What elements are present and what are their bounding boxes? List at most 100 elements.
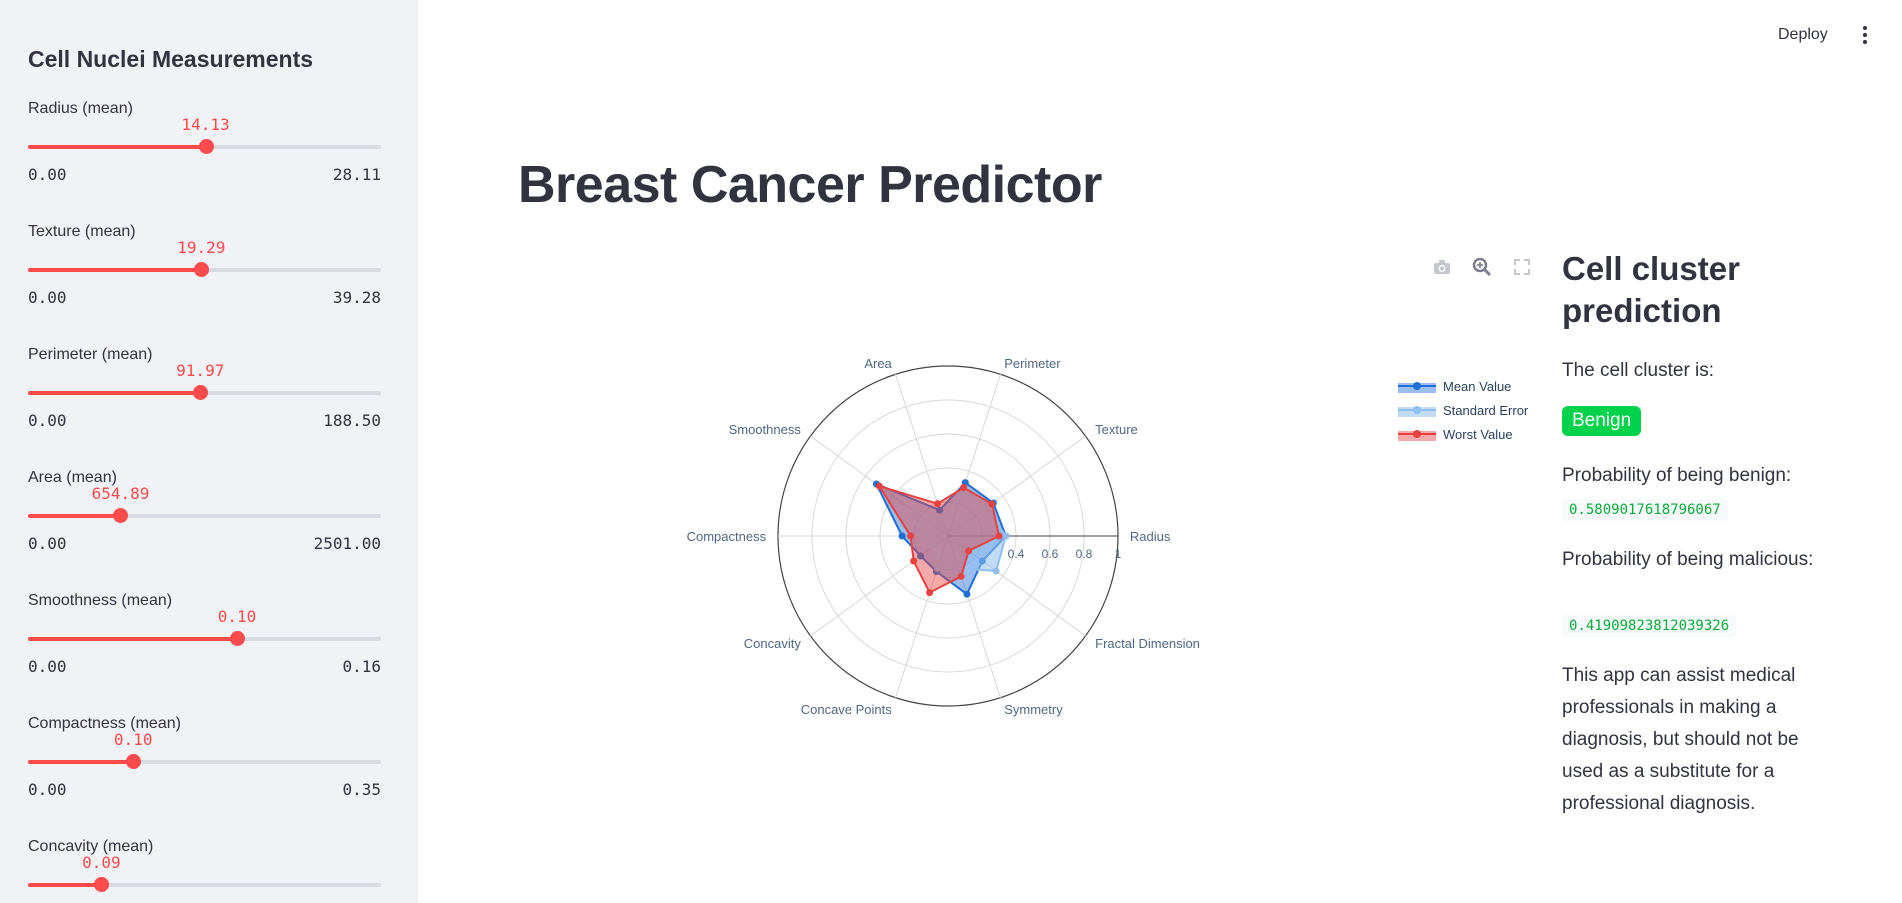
slider-perimeter-mean[interactable]: Perimeter (mean) 91.97 0.00 188.50 (28, 346, 381, 456)
radar-tick-label: 0.6 (1042, 547, 1059, 561)
radar-category-label: Perimeter (1004, 356, 1061, 371)
radar-point (898, 532, 906, 540)
slider-label: Area (mean) (28, 469, 117, 486)
radar-category-label: Compactness (687, 529, 767, 544)
radar-chart: 0.4 0.6 0.8 1 Radius Texture Perimeter Area Smoo… (650, 240, 1550, 760)
radar-point (933, 564, 941, 572)
radar-category-label: Concave Points (801, 702, 893, 717)
radar-point (926, 589, 934, 597)
slider-thumb[interactable] (194, 262, 210, 277)
slider-min: 0.00 (28, 165, 67, 184)
slider-thumb[interactable] (94, 877, 110, 892)
radar-category-label: Texture (1095, 422, 1138, 437)
slider-area-mean[interactable]: Area (mean) 654.89 0.00 2501.00 (28, 469, 381, 579)
radar-point (910, 507, 918, 515)
camera-icon[interactable] (1432, 257, 1452, 277)
slider-min: 0.00 (28, 657, 67, 676)
slider-radius-mean[interactable]: Radius (mean) 14.13 0.00 28.11 (28, 100, 381, 210)
slider-track[interactable] (28, 883, 381, 887)
legend-marker (1413, 382, 1421, 390)
malicious-probability-label: Probability of being malicious: (1562, 549, 1814, 570)
slider-fill (28, 391, 201, 395)
slider-current-value: 0.09 (82, 853, 121, 872)
slider-label: Concavity (mean) (28, 838, 154, 855)
slider-track[interactable] (28, 637, 381, 641)
radar-point (983, 504, 991, 512)
legend-marker (1413, 406, 1421, 414)
malicious-probability-value: 0.41909823812039326 (1562, 615, 1737, 637)
legend-marker (1413, 430, 1421, 438)
radar-category-label: Concavity (744, 636, 802, 651)
slider-min: 0.00 (28, 780, 67, 799)
deploy-button[interactable]: Deploy (1778, 26, 1828, 43)
slider-thumb[interactable] (113, 508, 129, 523)
slider-max: 2501.00 (313, 534, 381, 553)
radar-point (930, 542, 938, 550)
slider-compactness-mean[interactable]: Compactness (mean) 0.10 0.00 0.35 (28, 715, 381, 825)
slider-min: 0.00 (28, 411, 67, 430)
slider-fill (28, 760, 134, 764)
radar-point (955, 564, 963, 572)
radar-category-label: Radius (1130, 529, 1171, 544)
radar-point (933, 500, 941, 508)
slider-min: 0.00 (28, 288, 67, 307)
slider-fill (28, 883, 102, 887)
radar-point (988, 500, 996, 508)
benign-probability-value: 0.5809017618796067 (1562, 499, 1728, 521)
slider-max: 39.28 (332, 288, 381, 307)
prediction-title: Cell cluster prediction (1562, 250, 1740, 329)
radar-point (915, 532, 923, 540)
slider-label: Perimeter (mean) (28, 346, 153, 363)
slider-min: 0.00 (28, 534, 67, 553)
radar-tick-label: 1 (1115, 547, 1122, 561)
slider-label: Radius (mean) (28, 100, 133, 117)
slider-concavity-mean[interactable]: Concavity (mean) 0.09 (28, 838, 381, 903)
radar-tick-label: 0.8 (1076, 547, 1093, 561)
radar-point (910, 557, 918, 565)
slider-fill (28, 637, 237, 641)
slider-max: 0.16 (342, 657, 381, 676)
prediction-subtitle: The cell cluster is: (1562, 360, 1715, 381)
slider-current-value: 19.29 (177, 238, 226, 257)
radar-point (965, 547, 973, 555)
legend-label: Standard Error (1443, 403, 1529, 418)
radar-point (875, 482, 883, 490)
slider-max: 28.11 (332, 165, 381, 184)
slider-max: 0.35 (342, 780, 381, 799)
slider-max: 188.50 (323, 411, 381, 430)
legend-label: Mean Value (1443, 379, 1511, 394)
slider-label: Smoothness (mean) (28, 592, 173, 609)
radar-point (992, 567, 1000, 575)
radar-point (960, 483, 968, 491)
legend-label: Worst Value (1443, 427, 1513, 442)
slider-label: Texture (mean) (28, 223, 136, 240)
sidebar: Cell Nuclei Measurements Radius (mean) 14… (0, 0, 418, 903)
zoom-icon[interactable] (1472, 257, 1492, 277)
slider-current-value: 0.10 (217, 607, 257, 626)
slider-fill (28, 514, 121, 518)
slider-current-value: 91.97 (176, 361, 225, 380)
slider-thumb[interactable] (126, 754, 142, 769)
slider-texture-mean[interactable]: Texture (mean) 19.29 0.00 39.28 (28, 223, 381, 333)
slider-track[interactable] (28, 514, 381, 518)
slider-thumb[interactable] (198, 139, 214, 154)
radar-point (963, 590, 971, 598)
more-options-icon[interactable] (1860, 24, 1870, 46)
slider-smoothness-mean[interactable]: Smoothness (mean) 0.10 0.00 0.16 (28, 592, 381, 702)
page-title: Breast Cancer Predictor (518, 156, 1102, 214)
radar-point (957, 572, 965, 580)
slider-thumb[interactable] (193, 385, 209, 400)
radar-plot: 0.4 0.6 0.8 1 Radius Texture Perimeter Area Smoo… (687, 356, 1529, 717)
radar-tick-label: 0.4 (1008, 547, 1025, 561)
radar-point (907, 532, 915, 540)
slider-track[interactable] (28, 760, 381, 764)
slider-thumb[interactable] (229, 631, 245, 646)
radar-point (938, 514, 946, 522)
fullscreen-icon[interactable] (1512, 257, 1532, 277)
sidebar-title: Cell Nuclei Measurements (28, 46, 314, 72)
benign-probability-label: Probability of being benign: (1562, 465, 1792, 486)
slider-current-value: 654.89 (91, 484, 150, 503)
disclaimer-text: This app can assist medical professional… (1562, 665, 1799, 814)
radar-point (995, 532, 1003, 540)
radar-category-label: Symmetry (1004, 702, 1063, 717)
